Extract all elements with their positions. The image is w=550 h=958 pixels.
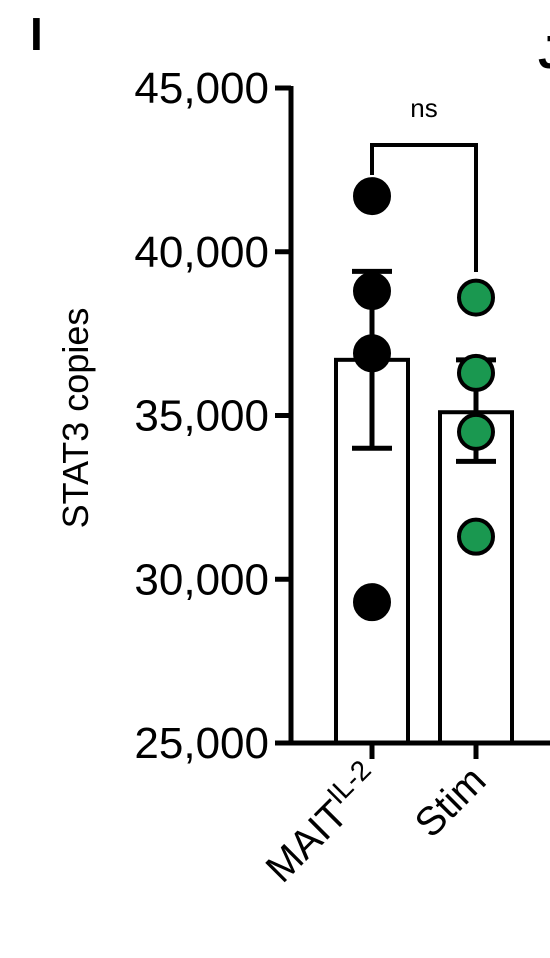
data-point-0-1 bbox=[353, 272, 391, 311]
next-panel-letter: J bbox=[538, 26, 550, 78]
y-tick-label-3: 40,000 bbox=[134, 228, 269, 277]
y-tick-label-4: 45,000 bbox=[134, 64, 269, 113]
data-point-0-2 bbox=[353, 334, 391, 373]
y-tick-label-0: 25,000 bbox=[134, 719, 269, 768]
data-point-1-1 bbox=[457, 353, 495, 392]
data-point-0-3 bbox=[353, 583, 391, 622]
panel-letter: I bbox=[30, 8, 43, 60]
data-point-1-2 bbox=[457, 412, 495, 451]
y-axis-label: STAT3 copies bbox=[55, 308, 96, 529]
category-label-text-1: Stim bbox=[407, 758, 495, 846]
data-point-1-3 bbox=[457, 517, 495, 556]
plot-area: 25,000 30,000 35,000 40,000 45,000 MAITIL-2 St… bbox=[134, 64, 550, 891]
significance-bracket-0 bbox=[370, 143, 478, 272]
y-tick-label-1: 30,000 bbox=[134, 555, 269, 604]
data-point-0-0 bbox=[353, 177, 391, 216]
y-tick-label-2: 35,000 bbox=[134, 392, 269, 441]
significance-label-0: ns bbox=[410, 93, 437, 123]
data-point-1-0 bbox=[457, 278, 495, 317]
category-label-0: MAITIL-2 bbox=[253, 754, 390, 891]
category-label-1: Stim bbox=[407, 758, 495, 846]
